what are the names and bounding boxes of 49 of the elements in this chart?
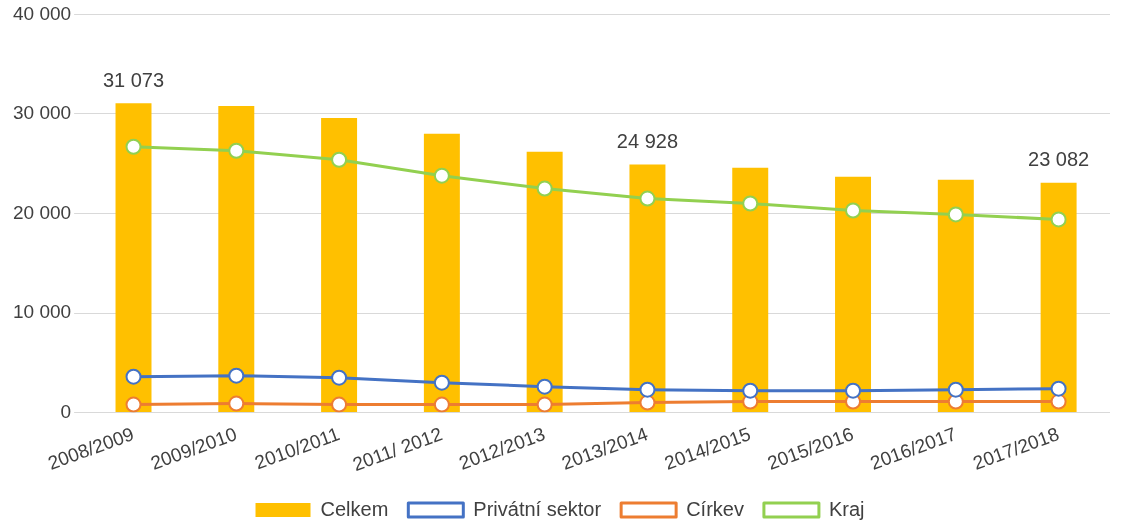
point [742, 195, 759, 212]
point [947, 206, 964, 223]
point [639, 381, 656, 398]
point [228, 142, 245, 159]
y-tick-label: 0 [60, 400, 72, 422]
point [433, 396, 450, 413]
point [331, 151, 348, 168]
y-tick-label: 30 000 [12, 102, 72, 124]
bar [835, 176, 872, 413]
point [125, 396, 142, 413]
point [536, 180, 553, 197]
bar [732, 167, 769, 413]
point [845, 202, 862, 219]
legend-label: Kraj [828, 497, 865, 520]
point [228, 395, 245, 412]
bar [115, 103, 152, 413]
data-label: 31 073 [102, 68, 165, 91]
point [742, 382, 759, 399]
data-label: 23 082 [1028, 148, 1090, 171]
legend-label: Celkem [320, 497, 389, 520]
point [125, 368, 142, 385]
point [433, 167, 450, 184]
point [228, 367, 245, 384]
y-tick-label: 10 000 [12, 301, 72, 323]
point [125, 138, 142, 155]
point [1050, 393, 1067, 410]
point [331, 396, 348, 413]
x-tick-label: 2011/ 2012 [349, 423, 446, 475]
bar [937, 179, 974, 413]
point [433, 374, 450, 391]
point [845, 382, 862, 399]
bar [1040, 182, 1077, 413]
point [1050, 380, 1067, 397]
legend-label: Církev [686, 497, 744, 520]
point [947, 381, 964, 398]
bar [526, 151, 563, 413]
point [1050, 211, 1067, 228]
legend-label: Privátní sektor [473, 497, 602, 520]
point [536, 396, 553, 413]
y-tick-label: 20 000 [12, 201, 72, 223]
point [639, 190, 656, 207]
point [331, 369, 348, 386]
data-label: 24 928 [616, 129, 679, 152]
bar [423, 133, 460, 413]
point [536, 378, 553, 395]
point [639, 394, 656, 411]
bar [218, 105, 255, 413]
y-tick-label: 40 000 [12, 2, 72, 24]
bar [321, 117, 358, 413]
